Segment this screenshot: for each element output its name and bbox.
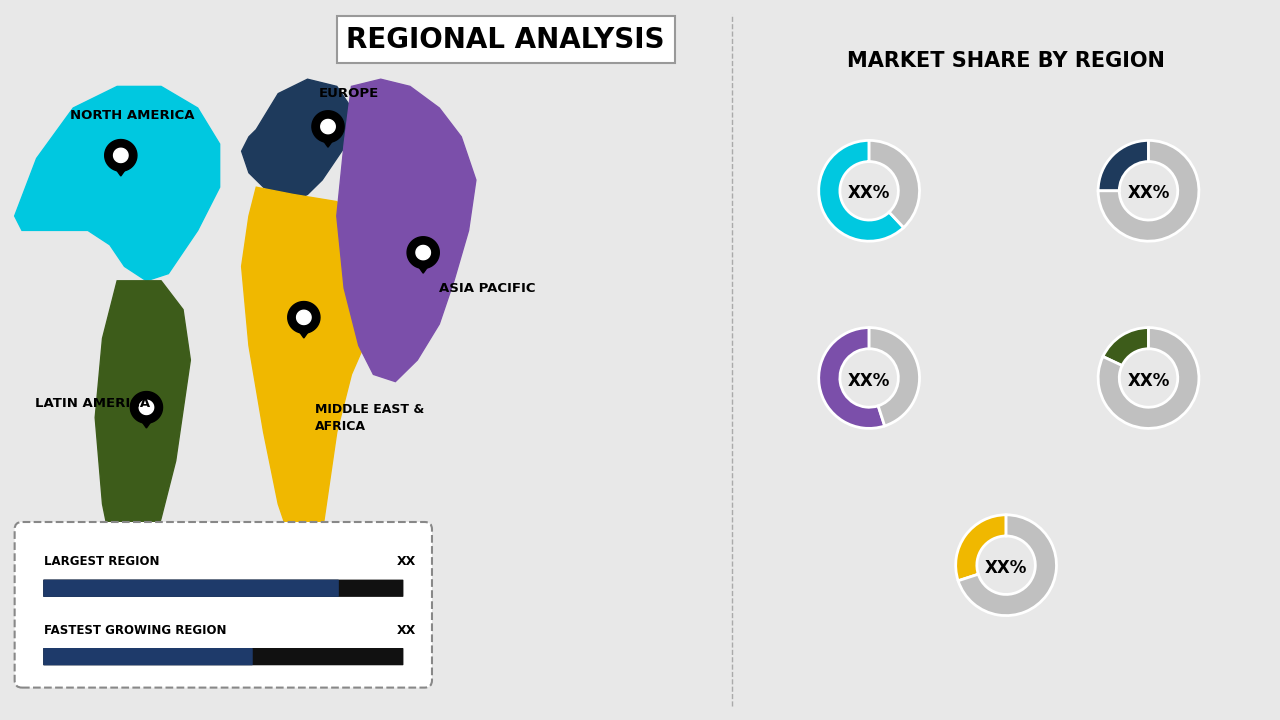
FancyBboxPatch shape [14,522,431,688]
Polygon shape [95,281,191,605]
FancyBboxPatch shape [44,580,339,597]
Polygon shape [114,148,128,163]
Polygon shape [136,412,157,428]
Wedge shape [869,140,919,228]
Wedge shape [819,140,904,241]
Wedge shape [956,515,1006,581]
Polygon shape [407,237,439,269]
Polygon shape [412,257,434,273]
Text: ASIA PACIFIC: ASIA PACIFIC [439,282,536,294]
Text: XX: XX [397,555,416,568]
Polygon shape [14,86,220,281]
Text: XX%: XX% [984,559,1028,577]
Text: MARKET SHARE BY REGION: MARKET SHARE BY REGION [847,51,1165,71]
Polygon shape [297,310,311,325]
Text: EUROPE: EUROPE [319,87,379,100]
Polygon shape [312,111,344,143]
Polygon shape [131,392,163,423]
Text: XX: XX [397,624,416,636]
Text: MIDDLE EAST &
AFRICA: MIDDLE EAST & AFRICA [315,402,424,433]
Text: NORTH AMERICA: NORTH AMERICA [69,109,195,122]
Text: REGIONAL ANALYSIS: REGIONAL ANALYSIS [347,26,664,53]
Polygon shape [110,160,132,176]
Polygon shape [416,246,430,260]
Polygon shape [288,302,320,333]
Polygon shape [242,187,380,562]
Polygon shape [242,79,352,202]
FancyBboxPatch shape [44,648,403,665]
Wedge shape [1098,140,1199,241]
Polygon shape [337,79,476,382]
Wedge shape [869,328,919,426]
Polygon shape [293,322,315,338]
Text: LARGEST REGION: LARGEST REGION [44,555,160,568]
Text: XX%: XX% [847,184,891,202]
Polygon shape [316,131,339,147]
Wedge shape [819,328,884,428]
FancyBboxPatch shape [44,580,403,597]
Text: XX%: XX% [847,372,891,390]
Wedge shape [1098,140,1148,191]
Text: XX%: XX% [1128,372,1170,390]
Text: XX%: XX% [1128,184,1170,202]
Wedge shape [959,515,1056,616]
Wedge shape [1098,328,1199,428]
Wedge shape [1103,328,1148,366]
Polygon shape [105,140,137,171]
Polygon shape [321,120,335,134]
Polygon shape [140,400,154,415]
FancyBboxPatch shape [44,648,252,665]
Text: LATIN AMERICA: LATIN AMERICA [35,397,150,410]
Text: FASTEST GROWING REGION: FASTEST GROWING REGION [44,624,227,636]
